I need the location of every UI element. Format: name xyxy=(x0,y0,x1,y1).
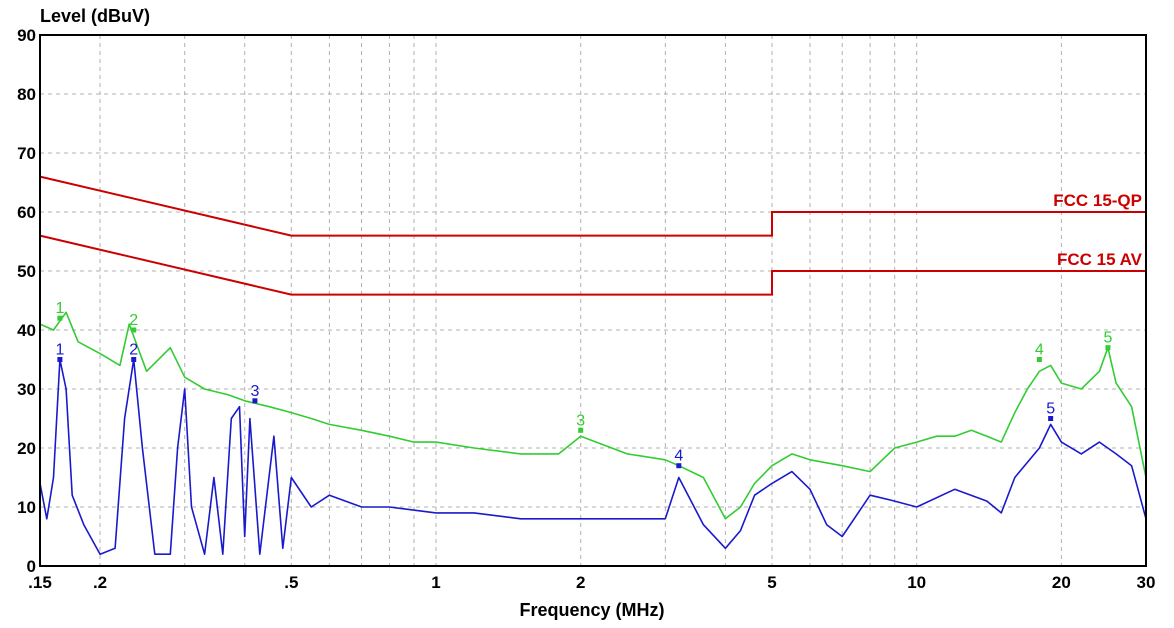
peak-marker-label: 1 xyxy=(55,342,64,359)
x-tick-label: 5 xyxy=(767,573,776,592)
peak-marker-label: 3 xyxy=(250,383,259,400)
peak-marker-point xyxy=(578,427,584,433)
x-tick-label: 10 xyxy=(907,573,926,592)
y-tick-label: 60 xyxy=(17,203,36,222)
limit-line xyxy=(39,175,1146,237)
y-tick-label: 10 xyxy=(17,498,36,517)
limit-labels: FCC 15-QP FCC 15 AV xyxy=(1053,191,1142,269)
peak-marker-point xyxy=(1105,345,1111,351)
peak-marker-point xyxy=(676,463,682,469)
y-tick-labels: 0 10 20 30 40 50 60 70 80 90 xyxy=(17,26,36,576)
peak-markers: 1 2 3 4 5 1 2 3 4 5 xyxy=(55,300,1112,469)
y-tick-label: 40 xyxy=(17,321,36,340)
y-tick-label: 0 xyxy=(27,557,36,576)
x-tick-label: 20 xyxy=(1052,573,1071,592)
y-tick-label: 30 xyxy=(17,380,36,399)
x-tick-label: 30 xyxy=(1137,573,1156,592)
series-line xyxy=(39,311,1147,520)
y-tick-label: 50 xyxy=(17,262,36,281)
y-tick-label: 80 xyxy=(17,85,36,104)
peak-marker-point xyxy=(131,357,137,362)
peak-marker-label: 5 xyxy=(1103,330,1112,347)
peak-marker-label: 3 xyxy=(576,412,585,429)
x-tick-label: 1 xyxy=(431,573,440,592)
grid-lines xyxy=(40,34,1146,567)
peak-marker-point xyxy=(252,398,258,404)
series-line xyxy=(39,358,1147,556)
peak-marker-point xyxy=(57,357,63,362)
peak-marker-label: 2 xyxy=(129,342,138,359)
plot-frame xyxy=(39,34,1147,567)
y-tick-label: 90 xyxy=(17,26,36,45)
peak-marker-label: 2 xyxy=(129,312,138,329)
peak-marker-point xyxy=(131,327,137,333)
x-tick-labels: .15 .2 .5 1 2 5 10 20 30 xyxy=(28,573,1155,592)
limit-lines xyxy=(39,175,1146,296)
data-series xyxy=(39,311,1147,556)
peak-marker-label: 4 xyxy=(674,448,683,465)
y-axis-title: Level (dBuV) xyxy=(40,6,150,26)
x-axis-title: Frequency (MHz) xyxy=(519,600,664,620)
peak-marker-point xyxy=(57,315,63,321)
limit-line xyxy=(39,234,1146,296)
x-tick-label: .15 xyxy=(28,573,52,592)
y-tick-label: 70 xyxy=(17,144,36,163)
x-tick-label: .2 xyxy=(93,573,107,592)
peak-marker-label: 1 xyxy=(55,300,64,317)
peak-marker-label: 5 xyxy=(1046,401,1055,418)
limit-label: FCC 15 AV xyxy=(1057,250,1143,269)
peak-marker-label: 4 xyxy=(1035,342,1044,359)
limit-label: FCC 15-QP xyxy=(1053,191,1142,210)
x-tick-label: 2 xyxy=(576,573,585,592)
x-tick-label: .5 xyxy=(284,573,298,592)
y-tick-label: 20 xyxy=(17,439,36,458)
peak-marker-point xyxy=(1036,357,1042,362)
peak-marker-point xyxy=(1048,416,1054,421)
